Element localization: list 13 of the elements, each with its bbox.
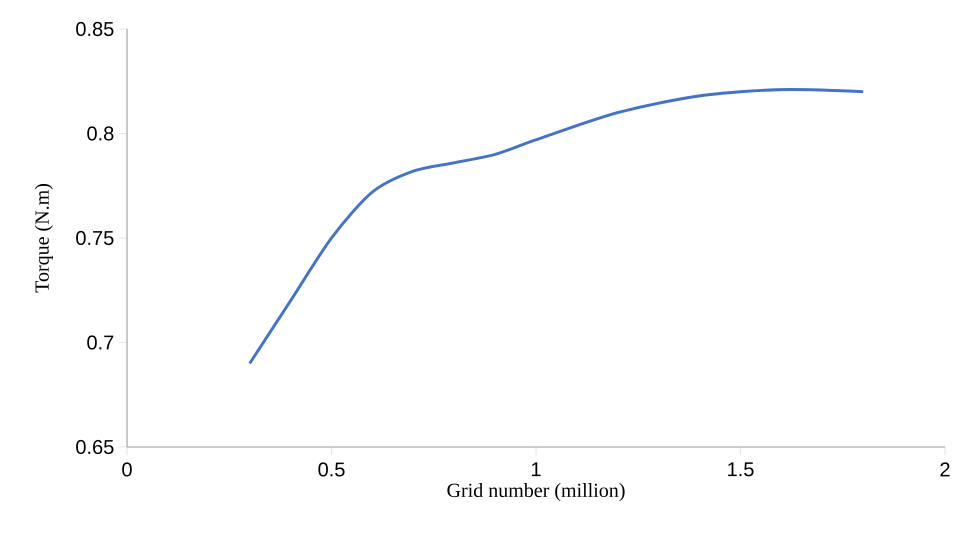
- line-series: [248, 88, 865, 365]
- y-tick-label: 0.85: [76, 22, 114, 36]
- x-tick-label: 1: [532, 462, 541, 476]
- x-tick-label: 1.5: [728, 462, 754, 476]
- y-axis-title: Torque (N.m): [34, 184, 53, 292]
- y-tick-label: 0.7: [87, 335, 114, 350]
- x-tick-label: 2: [940, 462, 950, 476]
- x-tick-label: 0: [122, 462, 132, 477]
- y-tick-label: 0.65: [76, 440, 114, 454]
- x-tick-label: 0.5: [318, 462, 345, 477]
- y-tick-label: 0.8: [87, 126, 114, 141]
- x-axis-title: Grid number (million): [447, 483, 625, 502]
- y-tick-label: 0.75: [76, 230, 114, 246]
